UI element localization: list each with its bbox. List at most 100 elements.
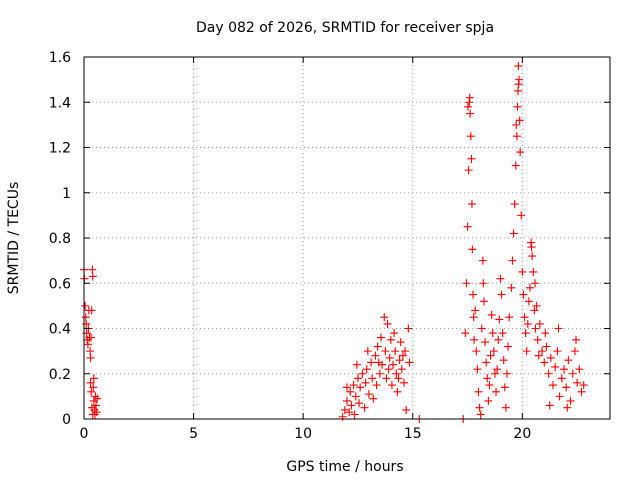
data-point bbox=[499, 356, 508, 365]
data-point bbox=[343, 396, 351, 405]
data-point bbox=[520, 313, 529, 322]
data-point bbox=[493, 365, 502, 374]
data-point bbox=[513, 86, 522, 95]
data-point bbox=[501, 403, 510, 412]
data-point bbox=[355, 399, 364, 408]
data-point bbox=[463, 102, 472, 111]
data-point bbox=[346, 387, 355, 396]
data-point bbox=[83, 340, 92, 349]
data-point bbox=[349, 381, 358, 390]
data-point bbox=[463, 222, 472, 231]
data-point bbox=[512, 132, 521, 141]
data-point bbox=[381, 347, 390, 356]
data-point bbox=[393, 387, 402, 396]
data-point bbox=[87, 403, 96, 412]
data-point bbox=[486, 351, 495, 360]
data-point bbox=[541, 329, 550, 338]
data-point bbox=[514, 80, 523, 89]
data-point bbox=[507, 283, 516, 292]
data-point bbox=[343, 383, 351, 392]
data-point bbox=[523, 319, 532, 328]
data-point bbox=[385, 353, 394, 362]
data-point bbox=[402, 405, 411, 414]
data-point bbox=[517, 211, 526, 220]
data-point bbox=[469, 313, 478, 322]
data-point bbox=[360, 403, 369, 412]
y-tick-label: 1.6 bbox=[49, 50, 71, 66]
data-point bbox=[554, 324, 563, 333]
data-point bbox=[391, 347, 400, 356]
data-point bbox=[363, 347, 372, 356]
x-tick-label: 10 bbox=[294, 426, 312, 442]
data-point bbox=[513, 102, 522, 111]
data-point bbox=[487, 310, 496, 319]
data-point bbox=[87, 333, 96, 342]
data-point bbox=[372, 381, 381, 390]
data-point bbox=[510, 200, 519, 209]
y-tick-label: 0.8 bbox=[49, 231, 71, 247]
data-point bbox=[345, 408, 354, 417]
data-point bbox=[553, 347, 562, 356]
data-point bbox=[528, 252, 537, 261]
data-point bbox=[526, 283, 535, 292]
data-point bbox=[476, 410, 485, 419]
data-point bbox=[340, 405, 349, 414]
data-point bbox=[563, 403, 572, 412]
data-point bbox=[373, 342, 382, 351]
data-point bbox=[467, 200, 476, 209]
data-point bbox=[568, 369, 577, 378]
y-tick-label: 0.4 bbox=[49, 322, 71, 338]
data-point bbox=[484, 396, 493, 405]
data-point bbox=[551, 362, 560, 371]
data-point bbox=[466, 109, 475, 118]
data-point bbox=[542, 342, 551, 351]
data-point bbox=[473, 365, 482, 374]
data-point bbox=[356, 383, 365, 392]
data-point bbox=[481, 338, 490, 347]
data-point bbox=[479, 297, 488, 306]
y-tick-label: 0 bbox=[62, 412, 71, 428]
data-point bbox=[86, 378, 95, 387]
data-point bbox=[549, 381, 558, 390]
data-point bbox=[462, 279, 471, 288]
data-point bbox=[350, 410, 359, 419]
chart-title: Day 082 of 2026, SRMTID for receiver spj… bbox=[196, 20, 494, 36]
data-point bbox=[511, 161, 520, 170]
data-point bbox=[405, 358, 414, 367]
data-point bbox=[358, 369, 367, 378]
data-point bbox=[522, 347, 531, 356]
data-point bbox=[508, 256, 517, 265]
data-point bbox=[374, 358, 383, 367]
data-point bbox=[86, 347, 95, 356]
data-point bbox=[466, 132, 475, 141]
data-point bbox=[572, 335, 581, 344]
data-point bbox=[500, 383, 509, 392]
data-point bbox=[519, 290, 528, 299]
data-point bbox=[512, 120, 521, 129]
data-point bbox=[369, 394, 378, 403]
data-point bbox=[498, 329, 507, 338]
x-tick-label: 15 bbox=[404, 426, 422, 442]
data-point bbox=[386, 335, 395, 344]
data-point bbox=[579, 381, 588, 390]
data-point bbox=[380, 313, 389, 322]
data-point bbox=[81, 301, 90, 310]
data-point bbox=[401, 347, 410, 356]
data-point bbox=[521, 329, 530, 338]
data-point bbox=[490, 369, 499, 378]
data-point bbox=[575, 365, 584, 374]
data-point bbox=[88, 265, 97, 274]
data-point bbox=[88, 272, 97, 281]
data-point bbox=[86, 353, 95, 362]
data-point bbox=[469, 290, 478, 299]
data-point bbox=[468, 245, 477, 254]
data-point bbox=[546, 353, 555, 362]
data-point bbox=[502, 369, 511, 378]
y-tick-label: 1 bbox=[62, 186, 71, 202]
data-point bbox=[371, 351, 380, 360]
x-tick-label: 0 bbox=[80, 426, 89, 442]
data-point bbox=[89, 374, 98, 383]
data-point bbox=[92, 401, 101, 410]
data-point bbox=[504, 342, 513, 351]
